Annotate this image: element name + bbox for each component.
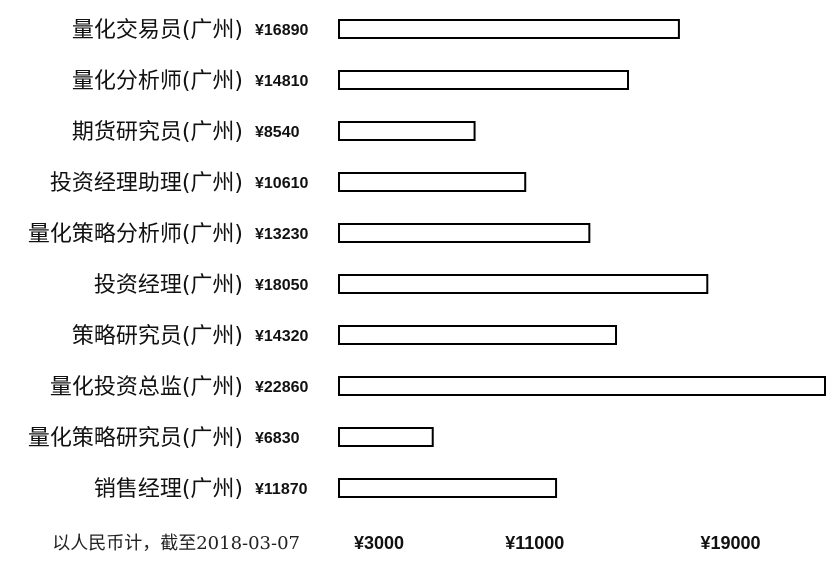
bar xyxy=(338,70,630,90)
bar xyxy=(338,376,826,396)
category-label: 量化分析师(广州) xyxy=(72,69,243,94)
category-label: 策略研究员(广州) xyxy=(72,324,243,349)
category-label: 销售经理(广州) xyxy=(94,477,243,502)
category-label: 量化投资总监(广州) xyxy=(50,375,243,400)
value-label: ¥13230 xyxy=(255,226,308,243)
value-label: ¥22860 xyxy=(255,379,308,396)
bar xyxy=(338,19,680,39)
x-tick-label: ¥11000 xyxy=(505,533,564,553)
value-label: ¥10610 xyxy=(255,175,308,192)
value-label: ¥14810 xyxy=(255,73,308,90)
category-label: 量化策略研究员(广州) xyxy=(28,426,243,451)
category-label: 量化交易员(广州) xyxy=(72,18,243,43)
value-label: ¥11870 xyxy=(255,481,308,498)
bar xyxy=(338,223,591,243)
value-label: ¥18050 xyxy=(255,277,308,294)
value-label: ¥6830 xyxy=(255,430,300,447)
value-label: ¥16890 xyxy=(255,22,308,39)
category-label: 期货研究员(广州) xyxy=(72,120,243,145)
bar xyxy=(338,325,618,345)
category-label: 量化策略分析师(广州) xyxy=(28,222,243,247)
bar xyxy=(338,172,527,192)
category-label: 投资经理(广州) xyxy=(94,273,243,298)
bar xyxy=(338,274,709,294)
x-tick-label: ¥19000 xyxy=(701,533,761,553)
value-label: ¥8540 xyxy=(255,124,300,141)
bar xyxy=(338,121,476,141)
bar xyxy=(338,427,434,447)
value-label: ¥14320 xyxy=(255,328,308,345)
category-label: 投资经理助理(广州) xyxy=(50,171,243,196)
bar xyxy=(338,478,558,498)
currency-date-note: 以人民币计，截至2018-03-07 xyxy=(52,533,300,554)
x-tick-label: ¥3000 xyxy=(354,533,404,553)
